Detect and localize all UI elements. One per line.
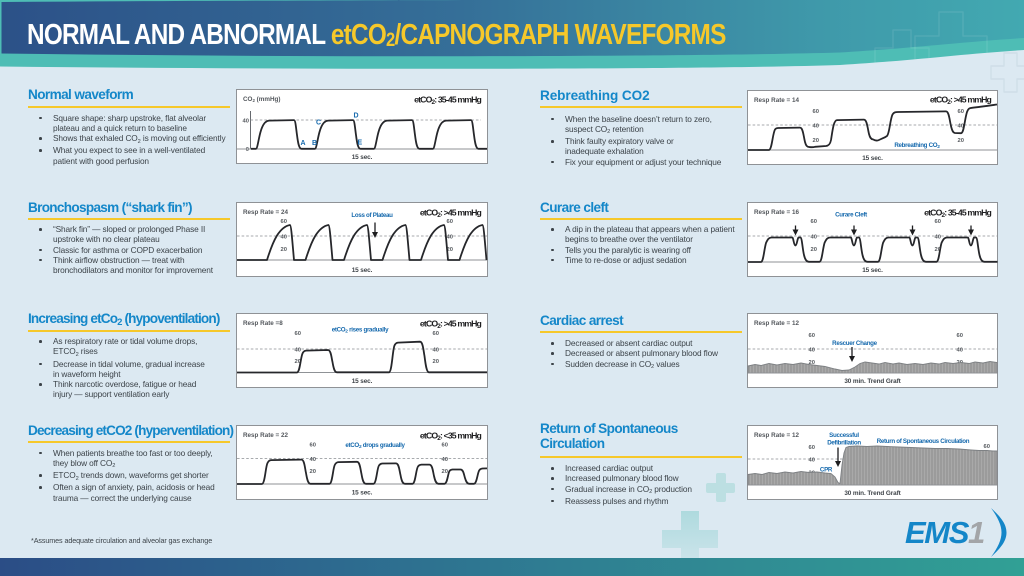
- svg-text:0: 0: [246, 147, 249, 153]
- svg-text:Resp Rate = 22: Resp Rate = 22: [243, 432, 288, 439]
- svg-text:Resp Rate =8: Resp Rate =8: [243, 320, 283, 327]
- svg-text:B: B: [312, 140, 317, 147]
- svg-text:A: A: [301, 140, 306, 147]
- svg-text:Resp Rate = 24: Resp Rate = 24: [243, 209, 288, 216]
- svg-text:Curare Cleft: Curare Cleft: [835, 212, 867, 219]
- svg-text:15 sec.: 15 sec.: [862, 155, 883, 162]
- svg-text:30 min. Trend Graft: 30 min. Trend Graft: [844, 378, 901, 385]
- svg-text:Rescuer Change: Rescuer Change: [832, 340, 877, 347]
- svg-text:60: 60: [809, 445, 815, 451]
- svg-text:etCO2: 35-45 mmHg: etCO2: 35-45 mmHg: [924, 208, 991, 220]
- svg-text:60: 60: [809, 333, 815, 339]
- svg-text:40: 40: [809, 458, 815, 464]
- svg-text:20: 20: [433, 359, 439, 365]
- svg-text:etCO2 drops gradually: etCO2 drops gradually: [345, 442, 405, 450]
- svg-text:Return of Spontaneous Circulat: Return of Spontaneous Circulation: [877, 438, 970, 445]
- svg-text:40: 40: [811, 235, 817, 241]
- svg-text:15 sec.: 15 sec.: [352, 490, 373, 497]
- svg-text:Resp Rate = 12: Resp Rate = 12: [754, 320, 799, 327]
- svg-text:20: 20: [958, 138, 964, 144]
- svg-text:40: 40: [935, 235, 941, 241]
- svg-text:60: 60: [984, 444, 990, 450]
- svg-text:60: 60: [447, 219, 453, 225]
- svg-text:40: 40: [447, 235, 453, 241]
- svg-text:15 sec.: 15 sec.: [352, 267, 373, 274]
- svg-text:15 sec.: 15 sec.: [352, 378, 373, 385]
- svg-text:etCO2: 35-45 mmHg: etCO2: 35-45 mmHg: [414, 95, 481, 107]
- svg-text:40: 40: [433, 348, 439, 354]
- svg-text:60: 60: [433, 331, 439, 337]
- svg-text:etCO2: >45 mmHg: etCO2: >45 mmHg: [930, 95, 992, 107]
- svg-text:20: 20: [442, 469, 448, 475]
- svg-text:C: C: [316, 120, 321, 127]
- svg-text:40: 40: [957, 348, 963, 354]
- svg-text:Rebreathing CO2: Rebreathing CO2: [894, 142, 940, 150]
- svg-text:20: 20: [295, 359, 301, 365]
- svg-text:60: 60: [295, 331, 301, 337]
- svg-text:40: 40: [809, 348, 815, 354]
- svg-text:40: 40: [281, 235, 287, 241]
- svg-text:Loss of Plateau: Loss of Plateau: [351, 212, 393, 219]
- svg-text:40: 40: [243, 119, 249, 125]
- svg-text:Resp Rate = 12: Resp Rate = 12: [754, 432, 799, 439]
- svg-text:20: 20: [809, 360, 815, 366]
- svg-text:40: 40: [958, 124, 964, 130]
- svg-text:60: 60: [957, 333, 963, 339]
- svg-text:Successful: Successful: [829, 432, 859, 439]
- svg-text:60: 60: [813, 109, 819, 115]
- svg-text:Resp Rate = 16: Resp Rate = 16: [754, 209, 799, 216]
- svg-text:40: 40: [813, 124, 819, 130]
- svg-text:30 min. Trend Graft: 30 min. Trend Graft: [844, 490, 901, 497]
- svg-text:20: 20: [447, 247, 453, 253]
- svg-text:60: 60: [442, 443, 448, 449]
- svg-text:20: 20: [310, 469, 316, 475]
- svg-text:20: 20: [935, 247, 941, 253]
- svg-text:etCO2: >45 mmHg: etCO2: >45 mmHg: [420, 208, 482, 220]
- svg-text:60: 60: [310, 443, 316, 449]
- svg-text:60: 60: [935, 219, 941, 225]
- svg-text:D: D: [354, 113, 359, 120]
- svg-text:CO2 (mmHg): CO2 (mmHg): [243, 96, 280, 103]
- svg-text:60: 60: [811, 219, 817, 225]
- svg-text:etCO2: <35 mmHg: etCO2: <35 mmHg: [420, 431, 482, 443]
- svg-text:60: 60: [958, 109, 964, 115]
- svg-text:15 sec.: 15 sec.: [862, 267, 883, 274]
- svg-text:Resp Rate = 14: Resp Rate = 14: [754, 97, 799, 104]
- svg-text:etCO2 rises gradually: etCO2 rises gradually: [332, 327, 389, 335]
- svg-text:60: 60: [281, 219, 287, 225]
- svg-text:20: 20: [811, 247, 817, 253]
- svg-text:etCO2: >45 mmHg: etCO2: >45 mmHg: [420, 319, 482, 331]
- svg-text:40: 40: [295, 348, 301, 354]
- svg-text:E: E: [358, 140, 363, 147]
- svg-text:15 sec.: 15 sec.: [352, 154, 373, 161]
- svg-text:20: 20: [281, 247, 287, 253]
- svg-text:Defibrillation: Defibrillation: [827, 440, 861, 447]
- svg-text:CPR: CPR: [820, 467, 833, 474]
- svg-text:40: 40: [310, 457, 316, 463]
- svg-text:40: 40: [442, 457, 448, 463]
- svg-text:20: 20: [813, 138, 819, 144]
